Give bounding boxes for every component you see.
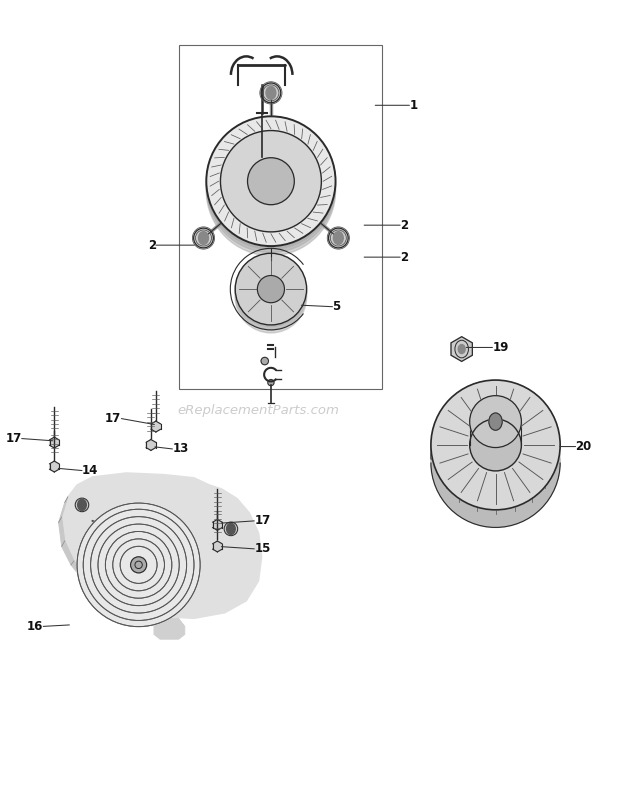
Ellipse shape: [261, 358, 268, 365]
Ellipse shape: [206, 119, 335, 249]
Ellipse shape: [221, 131, 321, 232]
Polygon shape: [61, 473, 262, 618]
Text: 16: 16: [27, 620, 43, 633]
Ellipse shape: [131, 557, 146, 573]
Ellipse shape: [431, 380, 560, 510]
Text: 13: 13: [172, 443, 188, 456]
Ellipse shape: [268, 379, 274, 386]
Ellipse shape: [470, 395, 521, 448]
Text: 2: 2: [148, 239, 156, 252]
Ellipse shape: [247, 158, 294, 205]
Polygon shape: [151, 421, 161, 432]
Circle shape: [334, 232, 343, 245]
Ellipse shape: [470, 419, 521, 471]
Polygon shape: [50, 461, 59, 472]
Ellipse shape: [75, 498, 89, 512]
Polygon shape: [102, 593, 123, 606]
Polygon shape: [213, 541, 222, 552]
Circle shape: [489, 413, 502, 430]
Ellipse shape: [206, 123, 335, 253]
Polygon shape: [146, 439, 156, 451]
Ellipse shape: [431, 398, 560, 528]
Ellipse shape: [235, 258, 307, 330]
Ellipse shape: [329, 228, 348, 248]
Circle shape: [78, 500, 86, 511]
Polygon shape: [451, 337, 472, 362]
Ellipse shape: [261, 83, 281, 103]
Ellipse shape: [206, 126, 335, 256]
Polygon shape: [213, 520, 222, 530]
Text: 19: 19: [492, 341, 509, 354]
Text: 2: 2: [400, 251, 409, 264]
Text: 14: 14: [82, 464, 99, 477]
Text: 2: 2: [400, 219, 409, 232]
Polygon shape: [154, 618, 185, 639]
Text: 5: 5: [332, 300, 341, 314]
Polygon shape: [50, 437, 59, 448]
Text: 17: 17: [6, 432, 22, 445]
Text: 1: 1: [409, 99, 417, 111]
Ellipse shape: [224, 522, 237, 536]
Ellipse shape: [235, 255, 307, 326]
Ellipse shape: [206, 116, 335, 246]
Ellipse shape: [193, 228, 213, 248]
Polygon shape: [59, 497, 105, 594]
Text: 17: 17: [105, 412, 122, 425]
Circle shape: [226, 523, 235, 534]
Circle shape: [266, 87, 276, 99]
Text: 17: 17: [254, 514, 270, 528]
Text: 20: 20: [575, 440, 591, 453]
Ellipse shape: [77, 503, 200, 626]
Ellipse shape: [257, 276, 285, 302]
Ellipse shape: [235, 253, 307, 325]
Text: 15: 15: [254, 542, 271, 555]
Circle shape: [198, 232, 208, 245]
Circle shape: [458, 345, 465, 354]
Text: eReplacementParts.com: eReplacementParts.com: [178, 404, 340, 417]
Bar: [179, 46, 382, 389]
Polygon shape: [431, 445, 450, 463]
Ellipse shape: [235, 261, 307, 333]
